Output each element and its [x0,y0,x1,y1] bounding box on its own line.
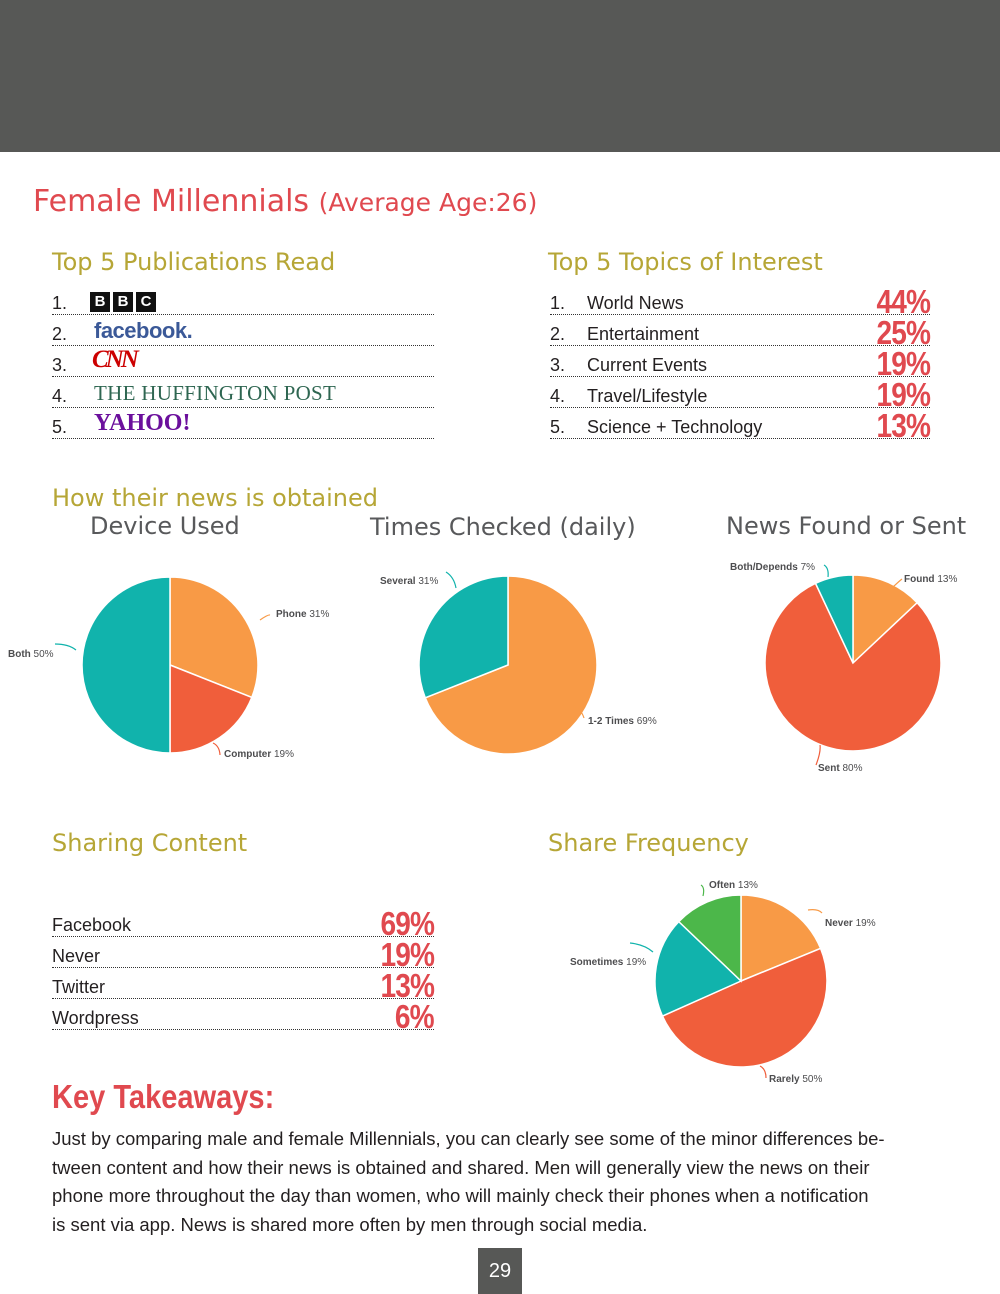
topic-row: 1. World News 44% [550,283,931,320]
publication-row: 3. CNN [52,346,434,377]
label-leader-line [259,614,271,621]
pie-slice-sometimes [654,920,743,1018]
pie-slice-label: Several 31% [380,576,438,587]
times-checked-title: Times Checked (daily) [370,513,636,541]
topic-label: Entertainment [587,324,700,344]
pie-slice-label: Often 13% [709,880,758,891]
publication-row: 2. facebook. [52,315,434,346]
pie-slice-often [677,894,742,983]
sharing-percent: 13% [380,967,434,1004]
pie-slice-label: Phone 31% [276,609,329,620]
topic-percent: 44% [876,283,930,320]
pie-slice-both-depends [814,574,854,664]
label-leader-line [571,704,585,719]
pie-slice-label: Sometimes 19% [570,957,646,968]
pie-slice-several [418,575,509,699]
pie-slice-label: Found 13% [904,574,957,585]
page-subtitle: (Average Age:26) [318,188,538,217]
topic-row: 3. Current Events 19% [550,345,931,382]
sharing-percent: 19% [380,936,434,973]
key-takeaways-line: phone more throughout the day than women… [52,1185,869,1206]
topic-percent: 19% [876,376,930,413]
label-leader-line [445,571,457,589]
sharing-label: Never [52,946,101,966]
key-takeaways-line: is sent via app. News is shared more oft… [52,1213,648,1235]
page-number: 29 [478,1248,522,1294]
header-band [0,0,1000,152]
huffington-post-logo: THE HUFFINGTON POST [94,381,337,405]
times-checked-pie-chart: 1-2 Times 69% Several 31% [380,571,657,755]
label-leader-line [892,578,903,588]
topic-percent: 25% [876,314,930,351]
share-frequency-pie-chart: Never 19% Rarely 50% Sometimes 19% Often 13… [570,880,876,1085]
topic-percent: 19% [876,345,930,382]
sharing-percent: 6% [395,998,435,1035]
device-used-title: Device Used [90,512,240,540]
pie-slice-label: Both 50% [8,649,54,660]
label-leader-line [759,1065,767,1079]
page-title: Female Millennials (Average Age:26) [33,184,538,219]
topic-label: World News [587,293,684,313]
pie-slice-computer [169,663,253,754]
label-leader-line [212,742,221,756]
pie-slice-label: Sent 80% [818,763,863,774]
topic-label: Science + Technology [587,417,763,437]
label-leader-line [815,744,821,766]
publications-heading: Top 5 Publications Read [52,248,336,276]
topic-row: 2. Entertainment 25% [550,314,931,351]
sharing-label: Facebook [52,915,132,935]
sharing-row: Facebook 69% [52,905,435,942]
pie-slice-never [740,894,822,983]
publication-row: 5. YAHOO! [52,408,434,439]
pie-slice-sent [764,582,942,752]
key-takeaways-line: Just by comparing male and female Millen… [52,1128,885,1149]
label-leader-line [700,884,705,897]
topics-heading: Top 5 Topics of Interest [548,248,823,276]
sharing-label: Twitter [52,977,106,997]
sharing-row: Twitter 13% [52,967,435,1004]
topic-row: 4. Travel/Lifestyle 19% [550,376,931,413]
topic-row: 5. Science + Technology 13% [550,407,931,444]
news-obtained-heading: How their news is obtained [52,484,378,512]
pie-slice-label: Never 19% [825,918,876,929]
sharing-content-heading: Sharing Content [52,829,248,857]
topic-percent: 13% [876,407,930,444]
sharing-row: Never 19% [52,936,435,973]
topic-label: Current Events [587,355,708,375]
pie-slice-label: Rarely 50% [769,1074,822,1085]
pie-slice-phone [169,576,259,699]
sharing-row: Wordpress 6% [52,998,435,1035]
news-found-sent-pie-chart: Found 13% Sent 80% Both/Depends 7% [730,562,957,774]
publication-row: 4. THE HUFFINGTON POST [52,377,434,408]
pie-slice-label: Computer 19% [224,749,294,760]
sharing-label: Wordpress [52,1008,139,1028]
label-leader-line [629,942,654,953]
yahoo-logo: YAHOO! [94,410,191,436]
pie-slice-both [81,576,171,754]
news-found-sent-title: News Found or Sent [726,512,967,540]
pie-slice-found [852,574,919,665]
pie-slice-rarely [661,947,828,1068]
share-frequency-heading: Share Frequency [548,829,749,857]
key-takeaways-text: Just by comparing male and female Millen… [52,1125,952,1239]
pie-slice-label: 1-2 Times 69% [588,716,657,727]
topic-label: Travel/Lifestyle [587,386,708,406]
pie-slice-label: Both/Depends 7% [730,562,815,573]
pie-slice-1-2-times [424,575,598,755]
label-leader-line [823,564,829,578]
key-takeaways-line: tween content and how their news is obta… [52,1156,870,1178]
sharing-percent: 69% [380,905,434,942]
device-used-pie-chart: Phone 31% Computer 19% Both 50% [8,576,329,760]
facebook-logo: facebook. [94,318,193,343]
key-takeaways-heading: Key Takeaways: [52,1078,275,1115]
label-leader-line [54,643,77,651]
label-leader-line [807,909,823,914]
cnn-logo: CNN [92,346,139,373]
